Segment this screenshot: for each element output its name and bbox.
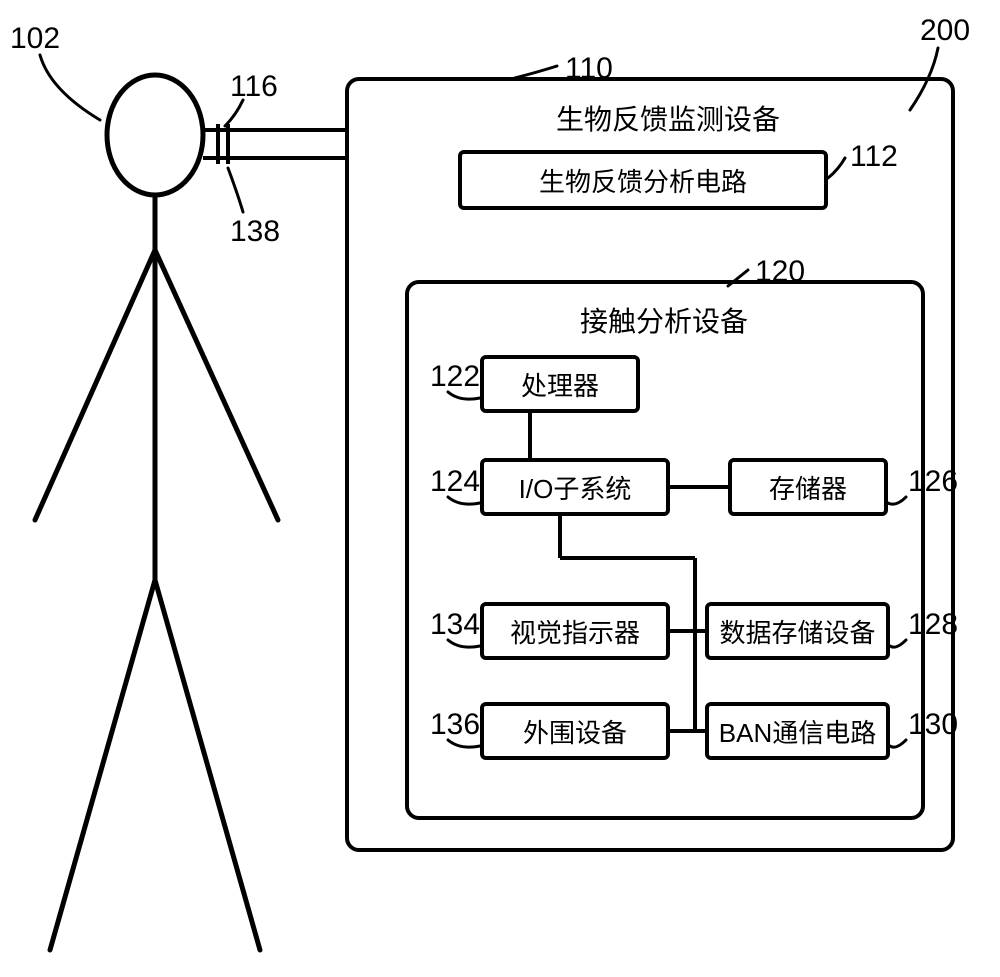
data-store-label: 数据存储设备: [719, 613, 875, 650]
ref-112: 112: [850, 140, 898, 174]
ref-120: 120: [755, 255, 805, 289]
figure-arm-right: [155, 250, 278, 520]
leader-138: [228, 168, 243, 212]
bio-circuit-box: 生物反馈分析电路: [458, 150, 828, 210]
data-store-box: 数据存储设备: [705, 602, 890, 660]
io-label: I/O子系统: [519, 469, 632, 506]
peripheral-box: 外围设备: [480, 702, 670, 760]
visual-box: 视觉指示器: [480, 602, 670, 660]
ref-124: 124: [430, 465, 480, 499]
stick-figure: [35, 75, 278, 950]
ref-116: 116: [230, 70, 278, 104]
ban-box: BAN通信电路: [705, 702, 890, 760]
io-box: I/O子系统: [480, 458, 670, 516]
ref-200: 200: [920, 14, 970, 48]
ref-126: 126: [908, 465, 958, 499]
memory-box: 存储器: [728, 458, 888, 516]
processor-label: 处理器: [521, 366, 599, 403]
sensor-connector: [203, 124, 345, 164]
figure-leg-left: [50, 580, 155, 950]
outer-device-title: 生物反馈监测设备: [556, 98, 780, 138]
ref-128: 128: [908, 608, 958, 642]
figure-arm-left: [35, 250, 155, 520]
figure-leg-right: [155, 580, 260, 950]
peripheral-label: 外围设备: [523, 713, 627, 750]
figure-head: [107, 75, 203, 195]
visual-label: 视觉指示器: [510, 613, 640, 650]
ref-136: 136: [430, 708, 480, 742]
ref-110: 110: [565, 52, 613, 86]
memory-label: 存储器: [769, 469, 847, 506]
ref-134: 134: [430, 608, 480, 642]
ref-130: 130: [908, 708, 958, 742]
bio-circuit-label: 生物反馈分析电路: [539, 162, 747, 199]
inner-device-title: 接触分析设备: [580, 300, 748, 340]
leader-102: [40, 55, 100, 120]
processor-box: 处理器: [480, 355, 640, 413]
ref-138: 138: [230, 215, 280, 249]
ref-102: 102: [10, 22, 60, 56]
ban-label: BAN通信电路: [719, 713, 876, 750]
ref-122: 122: [430, 360, 480, 394]
